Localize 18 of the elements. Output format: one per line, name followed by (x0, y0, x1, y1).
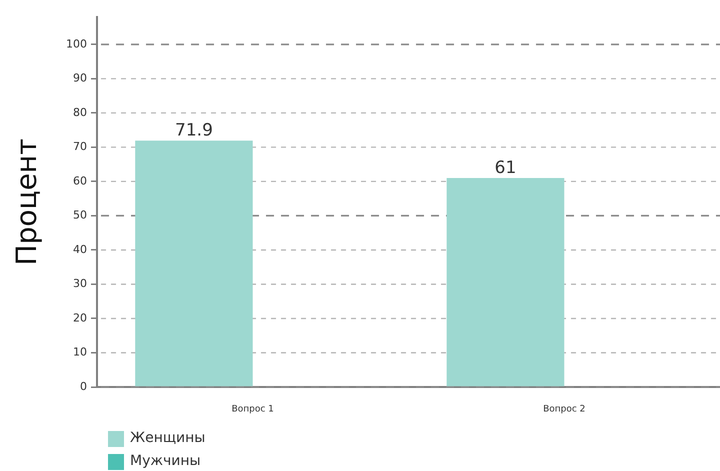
y-tick-label: 70 (73, 140, 87, 154)
y-tick-label: 40 (73, 242, 87, 256)
y-axis-title: Процент (10, 138, 44, 266)
y-tick-label: 60 (73, 174, 87, 188)
y-tick-label: 30 (73, 277, 87, 290)
legend-label: Женщины (130, 430, 206, 447)
y-tick-label: 90 (73, 72, 87, 85)
y-tick-label: 80 (73, 106, 87, 119)
data-label: 71.9 (175, 120, 213, 141)
data-label: 61 (494, 158, 516, 178)
x-tick-label: Вопрос 1 (232, 404, 274, 415)
legend-label: Мужчины (130, 453, 201, 470)
y-tick-label: 50 (73, 208, 87, 222)
y-tick-label: 10 (73, 346, 87, 359)
y-tick-label: 20 (73, 311, 87, 324)
x-tick-label: Вопрос 2 (543, 404, 586, 415)
y-tick-label: 0 (80, 380, 87, 393)
y-tick-label: 100 (66, 37, 87, 50)
